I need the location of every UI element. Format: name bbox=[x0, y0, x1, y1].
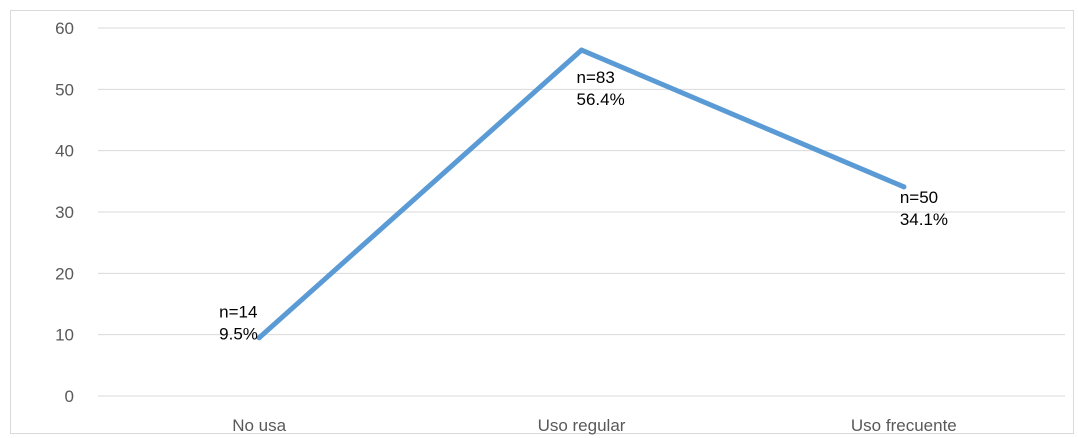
y-tick-label: 40 bbox=[55, 142, 74, 161]
x-tick-label: Uso regular bbox=[538, 416, 626, 435]
y-tick-label: 30 bbox=[55, 203, 74, 222]
data-label-line: n=14 bbox=[219, 303, 257, 322]
data-label: n=83 56.4% bbox=[577, 68, 625, 109]
data-label-line: 34.1% bbox=[900, 210, 948, 229]
x-tick-label: Uso frecuente bbox=[851, 416, 957, 435]
data-point bbox=[256, 335, 262, 341]
y-tick-label: 60 bbox=[55, 19, 74, 38]
data-label: n=14 9.5% bbox=[219, 303, 258, 344]
data-point bbox=[579, 47, 584, 53]
y-tick-label: 10 bbox=[55, 326, 74, 345]
data-label-line: n=50 bbox=[900, 188, 938, 207]
y-tick-label: 20 bbox=[55, 264, 74, 283]
data-point bbox=[901, 184, 907, 190]
series-group bbox=[256, 47, 907, 341]
y-tick-label: 0 bbox=[65, 387, 74, 406]
data-label-line: 56.4% bbox=[577, 90, 625, 109]
y-axis-ticks: 0 10 20 30 40 50 60 bbox=[55, 19, 74, 406]
x-axis-ticks: No usa Uso regular Uso frecuente bbox=[232, 416, 957, 435]
data-label-line: 9.5% bbox=[219, 325, 258, 344]
x-tick-label: No usa bbox=[232, 416, 286, 435]
data-label-line: n=83 bbox=[577, 68, 615, 87]
y-tick-label: 50 bbox=[55, 80, 74, 99]
data-labels: n=14 9.5% n=83 56.4% n=50 34.1% bbox=[219, 68, 948, 344]
chart-frame bbox=[10, 10, 1074, 434]
data-label: n=50 34.1% bbox=[900, 188, 948, 229]
